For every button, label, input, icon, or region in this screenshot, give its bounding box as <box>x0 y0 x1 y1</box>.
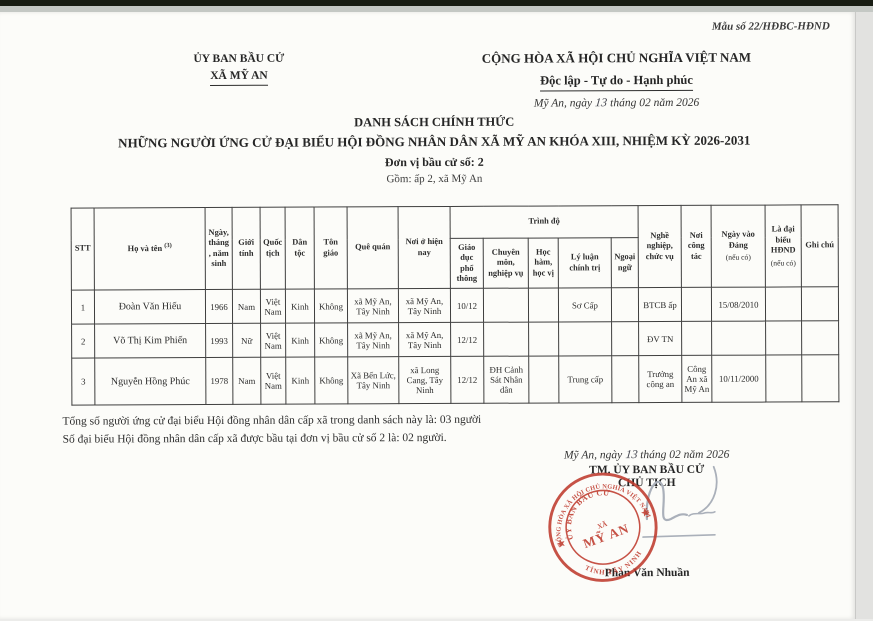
handwritten-day: 13 <box>624 447 638 462</box>
national-motto-line1: CỘNG HÒA XÃ HỘI CHỦ NGHĨA VIỆT NAM <box>481 49 752 66</box>
official-red-stamp: CỘNG HÒA XÃ HỘI CHỦ NGHĨA VIỆT NAM TỈNH … <box>545 469 658 585</box>
footnote-marker: (3) <box>164 242 172 250</box>
title-line4: Gồm: ấp 2, xã Mỹ An <box>386 172 483 186</box>
document-title: DANH SÁCH CHÍNH THỨC NHỮNG NGƯỜI ỨNG CỬ … <box>39 111 829 190</box>
summary-block: Tổng số người ứng cử đại biểu Hội đồng n… <box>62 411 622 449</box>
table-row: 2 Võ Thị Kim Phiến 1993 Nữ Việt Nam Kinh… <box>71 320 839 359</box>
candidates-table: STT Họ và tên (3) Ngày, tháng, năm sinh … <box>71 204 840 406</box>
national-motto-line2: Độc lập - Tự do - Hạnh phúc <box>540 70 693 92</box>
scan-right-edge <box>855 12 873 619</box>
handwritten-day: 13 <box>594 95 608 110</box>
col-header-political: Lý luận chính trị <box>558 237 612 288</box>
col-header-religion: Tôn giáo <box>314 206 348 290</box>
table-row: 1 Đoàn Văn Hiếu 1966 Nam Việt Nam Kinh K… <box>71 286 839 325</box>
summary-line2: Số đại biểu Hội đồng nhân dân cấp xã đượ… <box>62 431 447 446</box>
col-header-stt: STT <box>71 207 95 291</box>
table-row: 3 Nguyễn Hồng Phúc 1978 Nam Việt Nam Kin… <box>71 354 839 406</box>
header-date-line: Mỹ An, ngày 13 tháng 02 năm 2026 <box>384 93 849 113</box>
col-header-professional: Chuyên môn, nghiệp vụ <box>483 238 529 289</box>
col-header-notes: Ghi chú <box>801 204 839 287</box>
candidate-name: Đoàn Văn Hiếu <box>94 289 206 324</box>
title-line2: NHỮNG NGƯỜI ỨNG CỬ ĐẠI BIỂU HỘI ĐỒNG NHÂ… <box>118 133 751 151</box>
star-icon <box>556 539 565 548</box>
col-header-nationality: Quốc tịch <box>260 207 286 290</box>
document-page <box>0 12 856 619</box>
col-header-residence: Nơi ở hiện nay <box>398 206 451 289</box>
col-header-name: Họ và tên (3) <box>94 207 206 290</box>
col-header-party-date: Ngày vào Đảng (nếu có) <box>711 205 766 288</box>
candidate-name: Nguyễn Hồng Phúc <box>94 357 206 405</box>
scan-top-dark-edge <box>0 0 873 6</box>
issuing-committee-header: ỦY BAN BẦU CỬ XÃ MỸ AN <box>149 50 329 87</box>
form-number: Mẫu số 22/HĐBC-HĐND <box>711 20 830 33</box>
issuer-name: ỦY BAN BẦU CỬ <box>193 52 285 66</box>
col-header-language: Ngoại ngữ <box>611 237 639 288</box>
col-header-workplace: Nơi công tác <box>681 205 712 288</box>
col-header-gender: Giới tính <box>232 207 261 290</box>
col-header-birth: Ngày, tháng, năm sinh <box>205 207 233 290</box>
issuer-commune: XÃ MỸ AN <box>210 67 268 87</box>
col-header-hometown: Quê quán <box>347 206 399 289</box>
scan-top-gray-edge <box>0 6 873 12</box>
national-header: CỘNG HÒA XÃ HỘI CHỦ NGHĨA VIỆT NAM Độc l… <box>384 48 849 113</box>
stamp-center-small-text: XÃ <box>596 520 608 531</box>
candidate-name: Võ Thị Kim Phiến <box>94 323 206 358</box>
star-icon <box>641 508 650 517</box>
col-group-education: Trình độ <box>450 205 639 239</box>
col-header-ethnicity: Dân tộc <box>285 207 315 290</box>
col-header-delegate: Là đại biểu HĐND (nếu có) <box>765 204 802 288</box>
col-header-general-edu: Giáo dục phổ thông <box>450 238 484 289</box>
col-header-academic: Học hàm, học vị <box>528 237 559 289</box>
col-header-occupation: Nghề nghiệp, chức vụ <box>638 205 682 288</box>
